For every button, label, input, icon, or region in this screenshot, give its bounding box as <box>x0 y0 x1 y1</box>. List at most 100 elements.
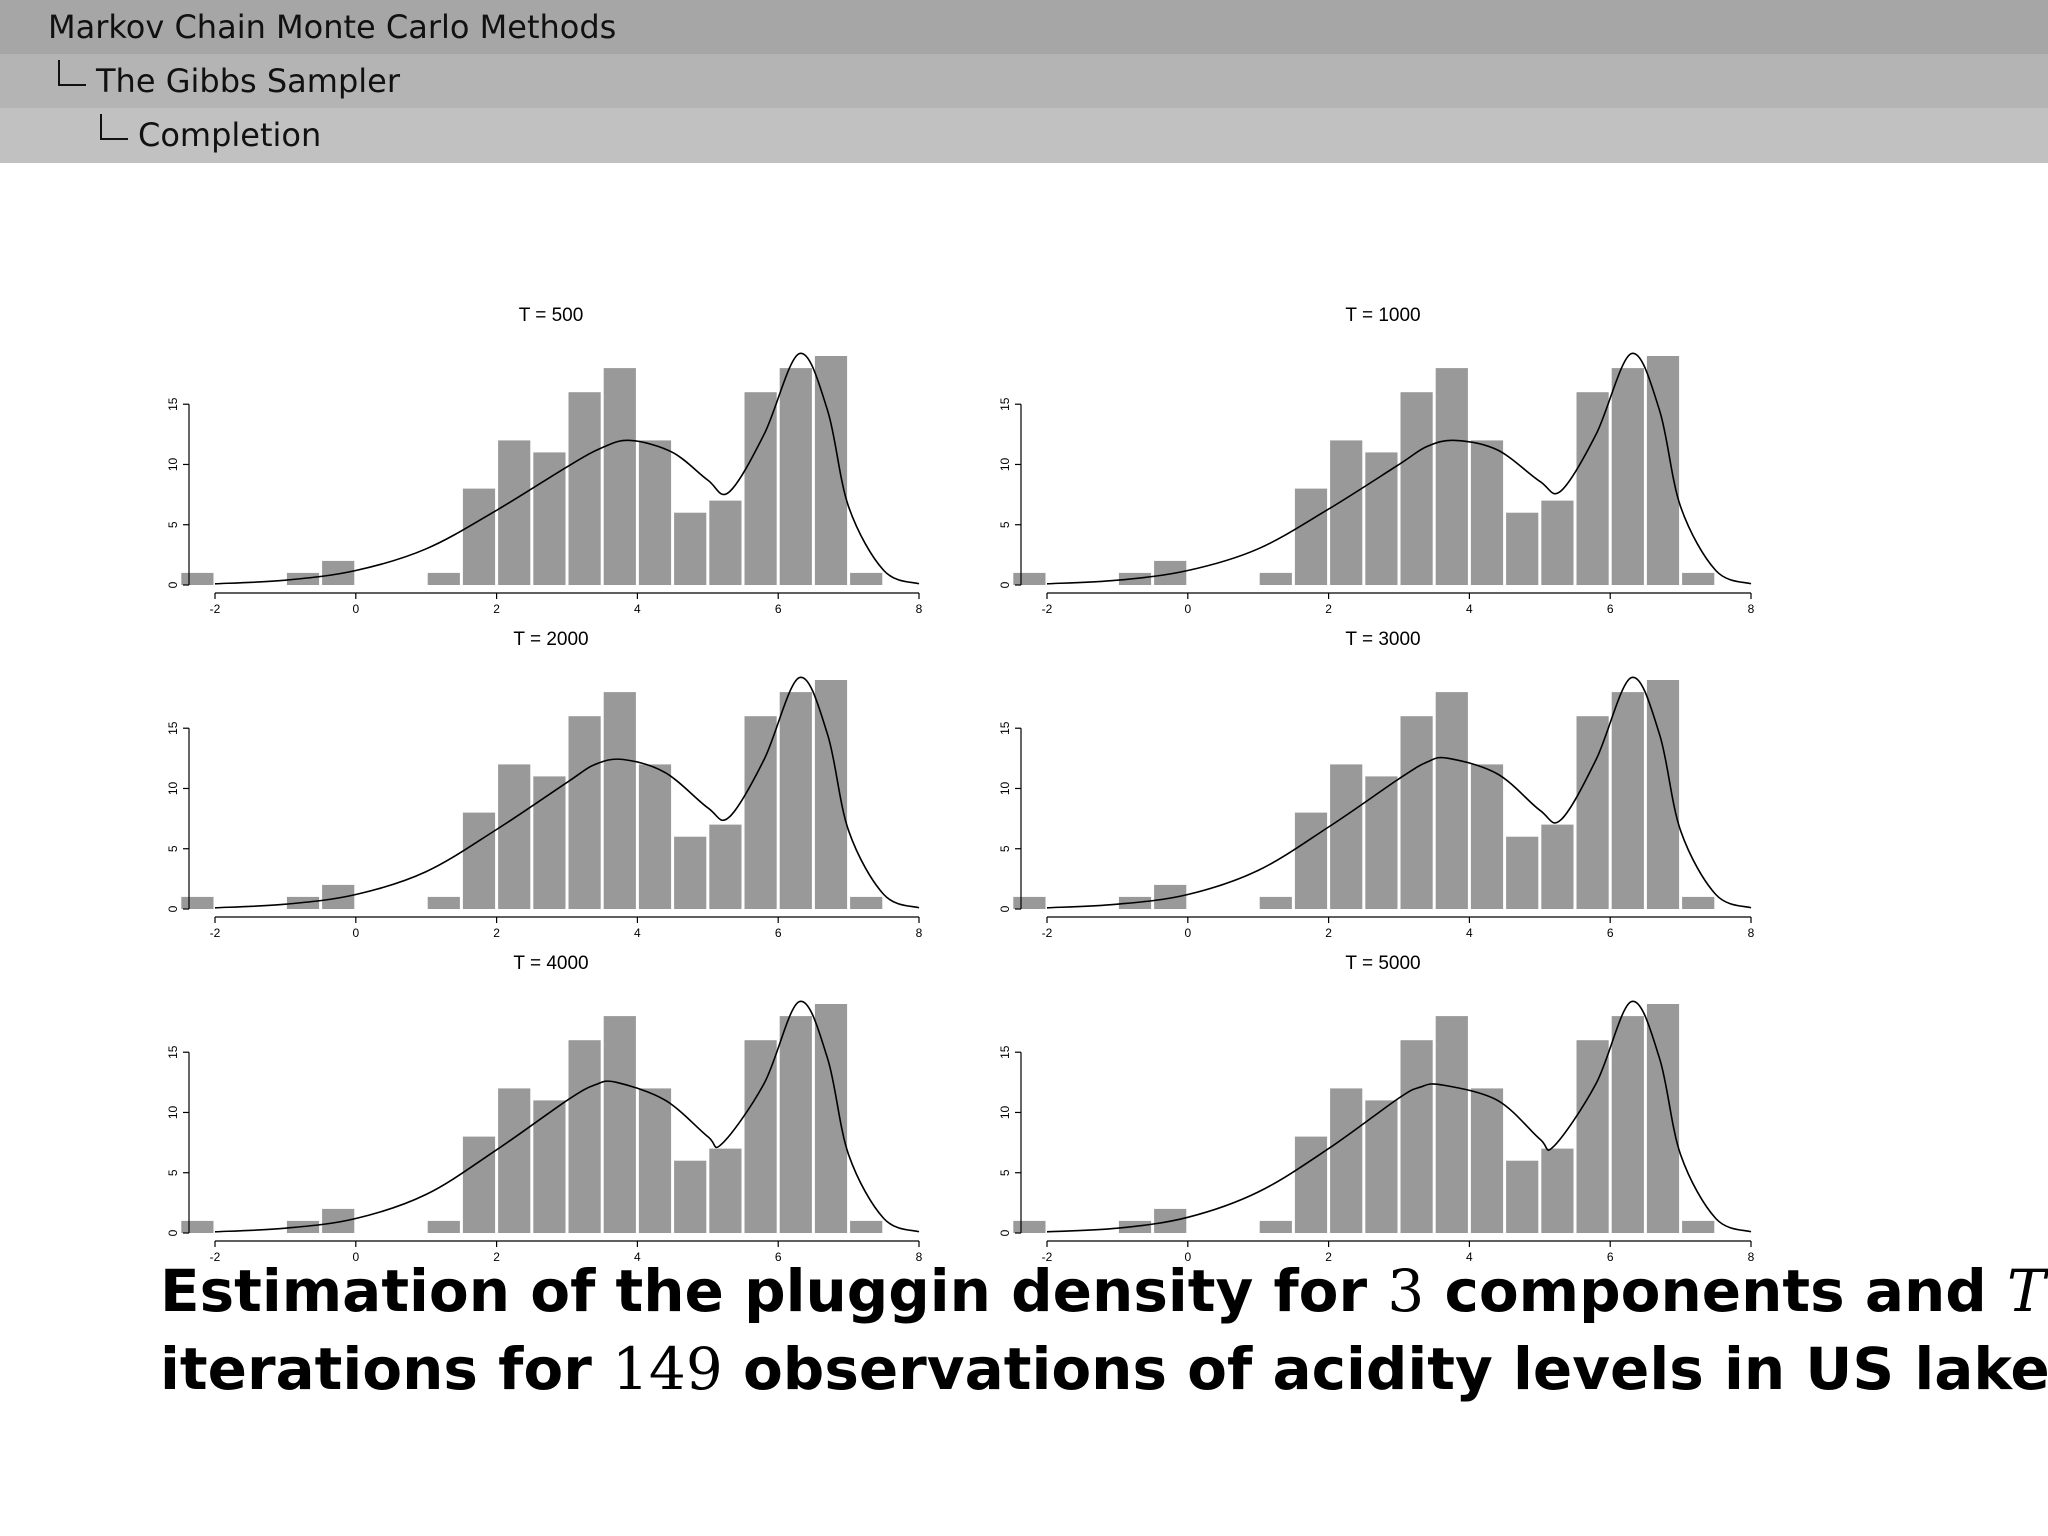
density-curve <box>214 1000 920 1233</box>
y-tick-label: 10 <box>998 1105 1012 1119</box>
breadcrumb-subsubsection: Completion <box>138 116 322 154</box>
x-tick-label: 8 <box>1748 1250 1755 1264</box>
histogram-bar <box>1435 692 1468 909</box>
x-tick-label: 0 <box>352 602 359 616</box>
x-tick-label: -2 <box>210 602 221 616</box>
histogram-bar <box>779 692 812 909</box>
histogram-bar <box>674 1160 707 1233</box>
histogram-bar <box>1294 488 1328 585</box>
breadcrumb-subsection: The Gibbs Sampler <box>96 62 400 100</box>
x-tick-label: 6 <box>1607 926 1614 940</box>
histogram-bar <box>1682 572 1715 585</box>
x-tick-label: 4 <box>634 926 641 940</box>
y-tick-label: 5 <box>166 1169 180 1176</box>
x-tick-label: 4 <box>634 1250 641 1264</box>
histogram-bar <box>427 896 460 909</box>
histogram-bar <box>1682 896 1715 909</box>
panel-title: T = 4000 <box>513 953 588 974</box>
histogram-panel: T = 4000 -2 0 2 4 6 8 0 5 10 15 <box>166 953 923 1264</box>
histogram-panel: T = 3000 -2 0 2 4 6 8 0 5 10 15 <box>998 629 1755 940</box>
histogram-bar <box>1611 692 1644 909</box>
y-tick-label: 5 <box>998 521 1012 528</box>
breadcrumb-subsubsection-bar: Completion <box>0 108 2048 163</box>
y-tick-label: 15 <box>998 397 1012 411</box>
histogram-bar <box>1330 440 1363 585</box>
histogram-bar <box>322 560 355 585</box>
breadcrumb-subsection-bar: The Gibbs Sampler <box>0 54 2048 108</box>
histogram-bar <box>814 356 848 585</box>
histogram-bar <box>1541 824 1574 909</box>
histogram-bar <box>814 1004 848 1233</box>
y-tick-label: 10 <box>998 457 1012 471</box>
histogram-bar <box>744 1040 777 1233</box>
histogram-bar <box>1154 884 1187 909</box>
histogram-bar <box>779 1016 812 1233</box>
histogram-bar <box>1611 368 1644 585</box>
histogram-bar <box>709 824 742 909</box>
x-tick-label: 2 <box>493 1250 500 1264</box>
histogram-bar <box>1435 368 1468 585</box>
caption-math-variable: T <box>2006 1257 2046 1325</box>
histogram-bar <box>1013 896 1046 909</box>
y-tick-label: 10 <box>166 1105 180 1119</box>
panel-title: T = 2000 <box>513 629 588 650</box>
breadcrumb-section: Markov Chain Monte Carlo Methods <box>48 8 617 46</box>
histogram-bar <box>462 812 496 909</box>
y-tick-label: 15 <box>166 397 180 411</box>
y-tick-label: 15 <box>166 1045 180 1059</box>
x-tick-label: 0 <box>352 926 359 940</box>
x-tick-label: 0 <box>1184 602 1191 616</box>
panel-title: T = 500 <box>519 305 584 326</box>
histogram-panel: T = 1000 -2 0 2 4 6 8 0 5 10 15 <box>998 305 1755 616</box>
x-tick-label: 6 <box>775 1250 782 1264</box>
x-tick-label: 2 <box>1325 926 1332 940</box>
histogram-bar <box>462 1136 496 1233</box>
x-tick-label: 8 <box>1748 926 1755 940</box>
histogram-bar <box>1013 1220 1046 1233</box>
histogram-bar <box>709 500 742 585</box>
x-tick-label: 0 <box>352 1250 359 1264</box>
x-tick-label: 8 <box>916 926 923 940</box>
x-tick-label: -2 <box>210 1250 221 1264</box>
histogram-bar <box>498 440 531 585</box>
y-tick-label: 15 <box>166 721 180 735</box>
histogram-bar <box>603 368 636 585</box>
x-tick-label: 4 <box>1466 602 1473 616</box>
histogram-bar <box>603 692 636 909</box>
y-tick-label: 10 <box>166 781 180 795</box>
histogram-bar <box>1259 572 1292 585</box>
histogram-bar <box>322 884 355 909</box>
caption-line-1: Estimation of the pluggin density for 3 … <box>160 1252 2046 1330</box>
histogram-bar <box>779 368 812 585</box>
x-tick-label: -2 <box>210 926 221 940</box>
x-tick-label: 4 <box>1466 1250 1473 1264</box>
histogram-bar <box>1646 1004 1680 1233</box>
histogram-bar <box>1259 1220 1292 1233</box>
histogram-bar <box>850 572 883 585</box>
histogram-bar <box>181 572 214 585</box>
histogram-bar <box>427 572 460 585</box>
histogram-bar <box>533 452 566 585</box>
y-tick-label: 5 <box>166 845 180 852</box>
histogram-bar <box>1330 1088 1363 1233</box>
histogram-bar <box>427 1220 460 1233</box>
histogram-panel: T = 5000 -2 0 2 4 6 8 0 5 10 15 <box>998 953 1755 1264</box>
histogram-bar <box>638 440 672 585</box>
histogram-bar <box>1576 716 1609 909</box>
density-curve <box>214 352 920 585</box>
histogram-bar <box>1541 1148 1574 1233</box>
histogram-bar <box>638 1088 672 1233</box>
histogram-bar <box>1013 572 1046 585</box>
x-tick-label: 2 <box>493 926 500 940</box>
x-tick-label: 4 <box>634 602 641 616</box>
histogram-bar <box>1646 680 1680 909</box>
histogram-bar <box>181 896 214 909</box>
y-tick-label: 10 <box>166 457 180 471</box>
histogram-bar <box>1470 440 1504 585</box>
histogram-bar <box>568 716 601 909</box>
histogram-bar <box>1506 1160 1539 1233</box>
histogram-bar <box>1400 392 1433 585</box>
histogram-bar <box>498 1088 531 1233</box>
caption-text: Estimation of the pluggin density for <box>160 1257 1368 1325</box>
